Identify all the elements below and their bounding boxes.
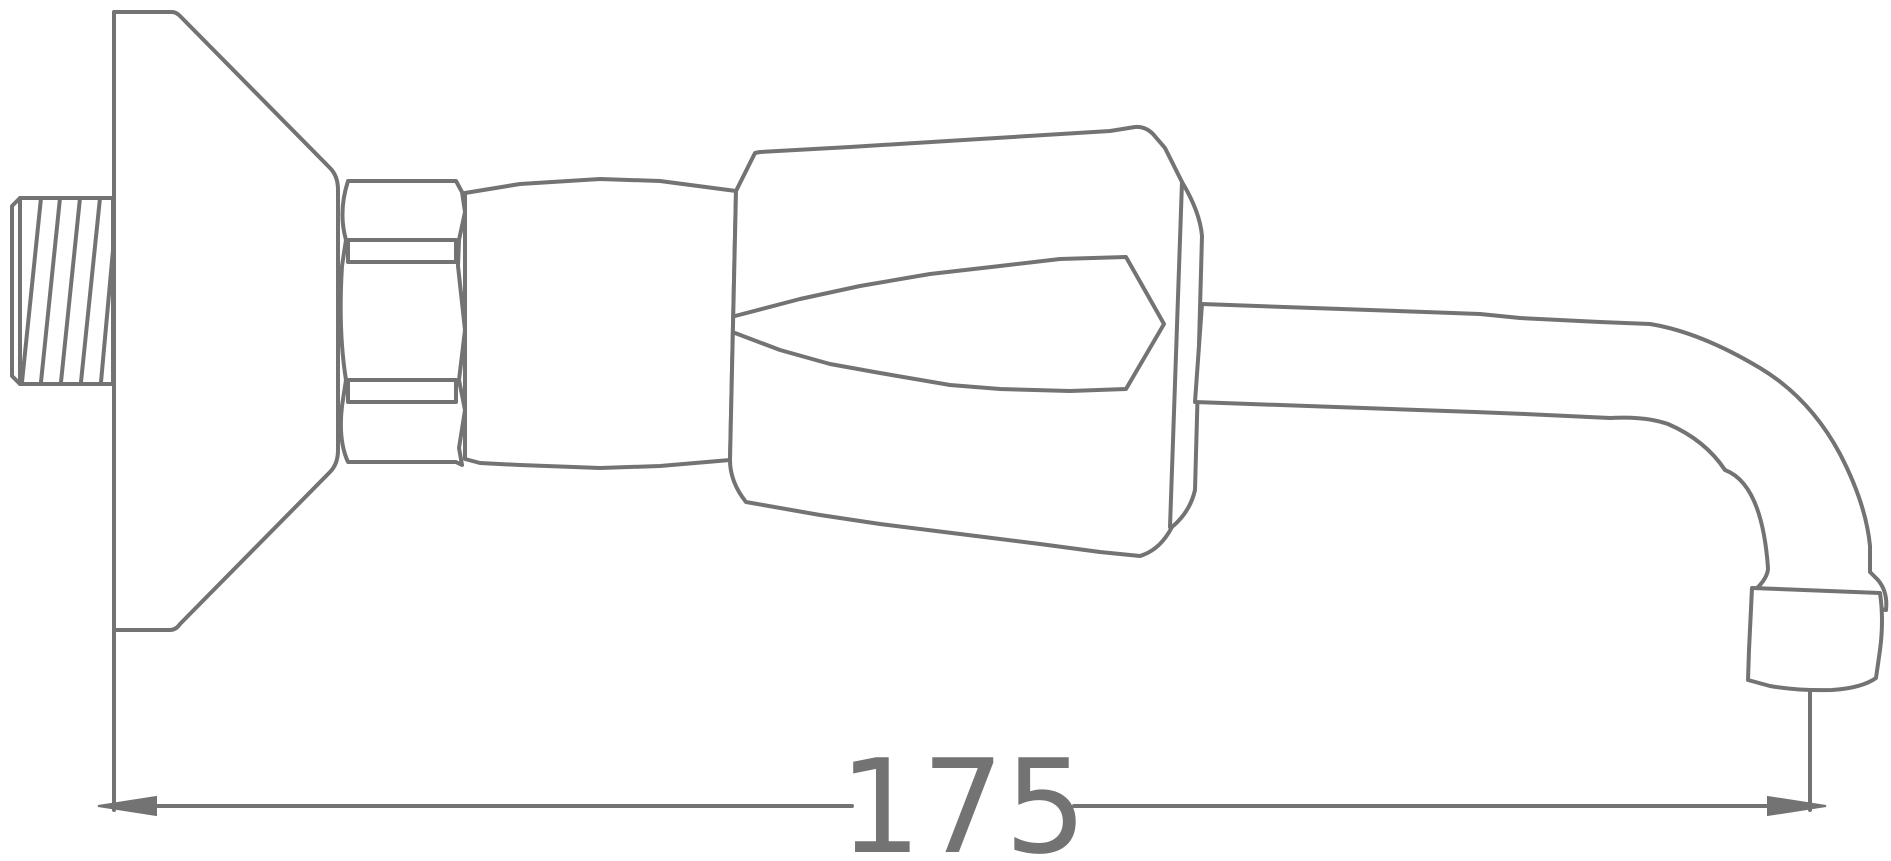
right-arrowhead xyxy=(1767,795,1827,817)
dimension-line: 175 xyxy=(97,630,1827,861)
wall-flange xyxy=(112,10,340,632)
left-arrowhead xyxy=(97,795,157,817)
dimension-label: 175 xyxy=(839,731,1087,861)
outlet-nozzle xyxy=(1746,586,1884,693)
spout-pipe xyxy=(1193,302,1889,612)
lever-handle xyxy=(728,124,1204,558)
threaded-inlet xyxy=(10,196,115,386)
hex-nut xyxy=(338,179,467,467)
inlet-body xyxy=(463,177,738,470)
